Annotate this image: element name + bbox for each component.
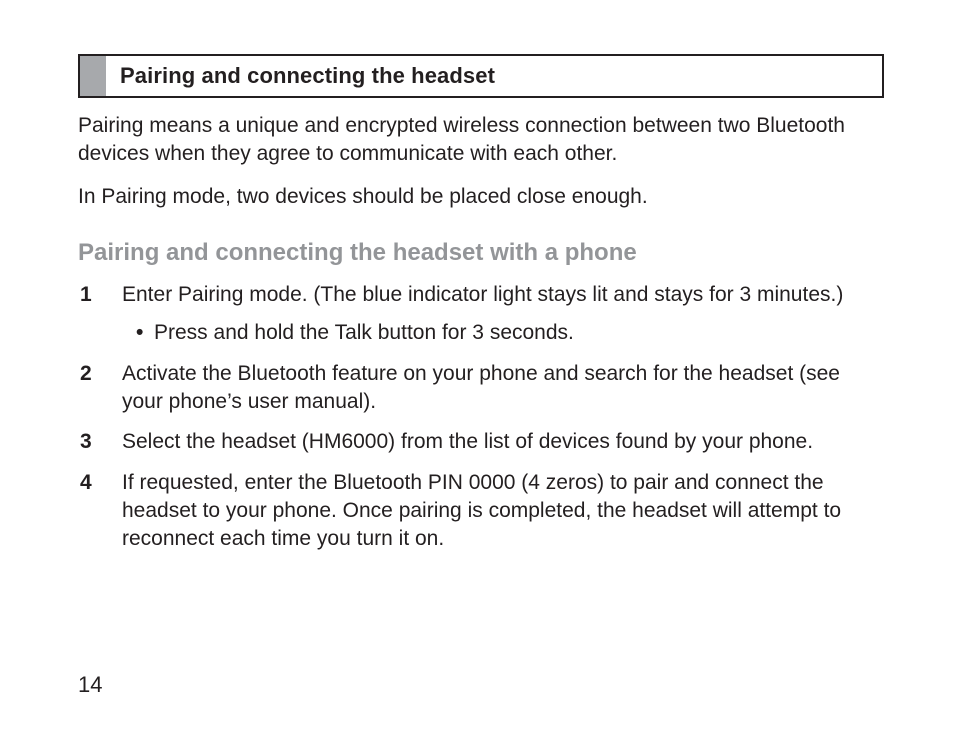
step-number: 1 — [78, 281, 122, 309]
subheading: Pairing and connecting the headset with … — [78, 239, 884, 267]
step-number: 2 — [78, 360, 122, 388]
intro-paragraph-2: In Pairing mode, two devices should be p… — [78, 183, 884, 211]
intro-paragraph-1: Pairing means a unique and encrypted wir… — [78, 112, 884, 169]
page-number: 14 — [78, 672, 102, 698]
step-number: 3 — [78, 428, 122, 456]
section-title: Pairing and connecting the headset — [106, 56, 882, 96]
step-1: 1 Enter Pairing mode. (The blue indicato… — [78, 281, 884, 348]
section-header-accent — [80, 56, 106, 96]
step-1-subitem: • Press and hold the Talk button for 3 s… — [122, 319, 884, 347]
step-number: 4 — [78, 469, 122, 497]
manual-page: Pairing and connecting the headset Pairi… — [0, 0, 954, 742]
step-3: 3 Select the headset (HM6000) from the l… — [78, 428, 884, 456]
step-text: Select the headset (HM6000) from the lis… — [122, 428, 884, 456]
step-text: Enter Pairing mode. (The blue indicator … — [122, 283, 843, 306]
step-body: Enter Pairing mode. (The blue indicator … — [122, 281, 884, 348]
section-header: Pairing and connecting the headset — [78, 54, 884, 98]
step-text: If requested, enter the Bluetooth PIN 00… — [122, 469, 884, 554]
subitem-text: Press and hold the Talk button for 3 sec… — [154, 319, 574, 347]
step-text: Activate the Bluetooth feature on your p… — [122, 360, 884, 417]
steps-list: 1 Enter Pairing mode. (The blue indicato… — [78, 281, 884, 554]
bullet-icon: • — [136, 319, 154, 347]
step-4: 4 If requested, enter the Bluetooth PIN … — [78, 469, 884, 554]
step-2: 2 Activate the Bluetooth feature on your… — [78, 360, 884, 417]
step-1-sublist: • Press and hold the Talk button for 3 s… — [122, 319, 884, 347]
